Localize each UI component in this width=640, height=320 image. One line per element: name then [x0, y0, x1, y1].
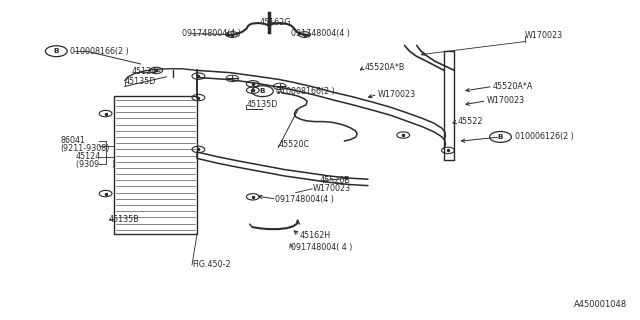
Text: W170023: W170023: [378, 90, 416, 99]
Text: 45162H: 45162H: [300, 231, 331, 240]
Text: 010008166(2 ): 010008166(2 ): [70, 47, 129, 56]
Text: 45162G: 45162G: [259, 18, 291, 27]
Text: W170023: W170023: [486, 96, 525, 105]
Text: 45135D: 45135D: [125, 77, 156, 86]
Text: 45520A*A: 45520A*A: [493, 82, 533, 91]
Text: 45520B: 45520B: [320, 176, 351, 185]
Text: 091748004(4 ): 091748004(4 ): [275, 195, 334, 204]
Bar: [114, 96, 197, 234]
Text: 45520A*B: 45520A*B: [365, 63, 405, 72]
Text: W170023: W170023: [525, 31, 563, 40]
Text: 010008166(2 ): 010008166(2 ): [276, 87, 335, 96]
Text: B: B: [260, 88, 265, 94]
Text: 45135B: 45135B: [109, 215, 140, 224]
Text: 091748004( 4 ): 091748004( 4 ): [291, 243, 353, 252]
Text: 010006126(2 ): 010006126(2 ): [515, 132, 573, 141]
Text: 091748004(4 ): 091748004(4 ): [291, 29, 350, 38]
Text: W170023: W170023: [312, 184, 351, 193]
Text: 45124: 45124: [131, 68, 156, 76]
Text: 091748004(4 ): 091748004(4 ): [182, 29, 241, 38]
Text: (9309-    ): (9309- ): [76, 160, 115, 169]
Text: 45522: 45522: [458, 117, 483, 126]
Text: 45520C: 45520C: [278, 140, 309, 149]
Text: A450001048: A450001048: [574, 300, 627, 309]
Text: B: B: [54, 48, 59, 54]
Text: FIG.450-2: FIG.450-2: [192, 260, 230, 269]
Text: B: B: [498, 134, 503, 140]
Text: (9211-9308): (9211-9308): [61, 144, 110, 153]
Text: 45124: 45124: [76, 152, 100, 161]
Text: 45135D: 45135D: [246, 100, 278, 109]
Text: 86041: 86041: [61, 136, 86, 145]
